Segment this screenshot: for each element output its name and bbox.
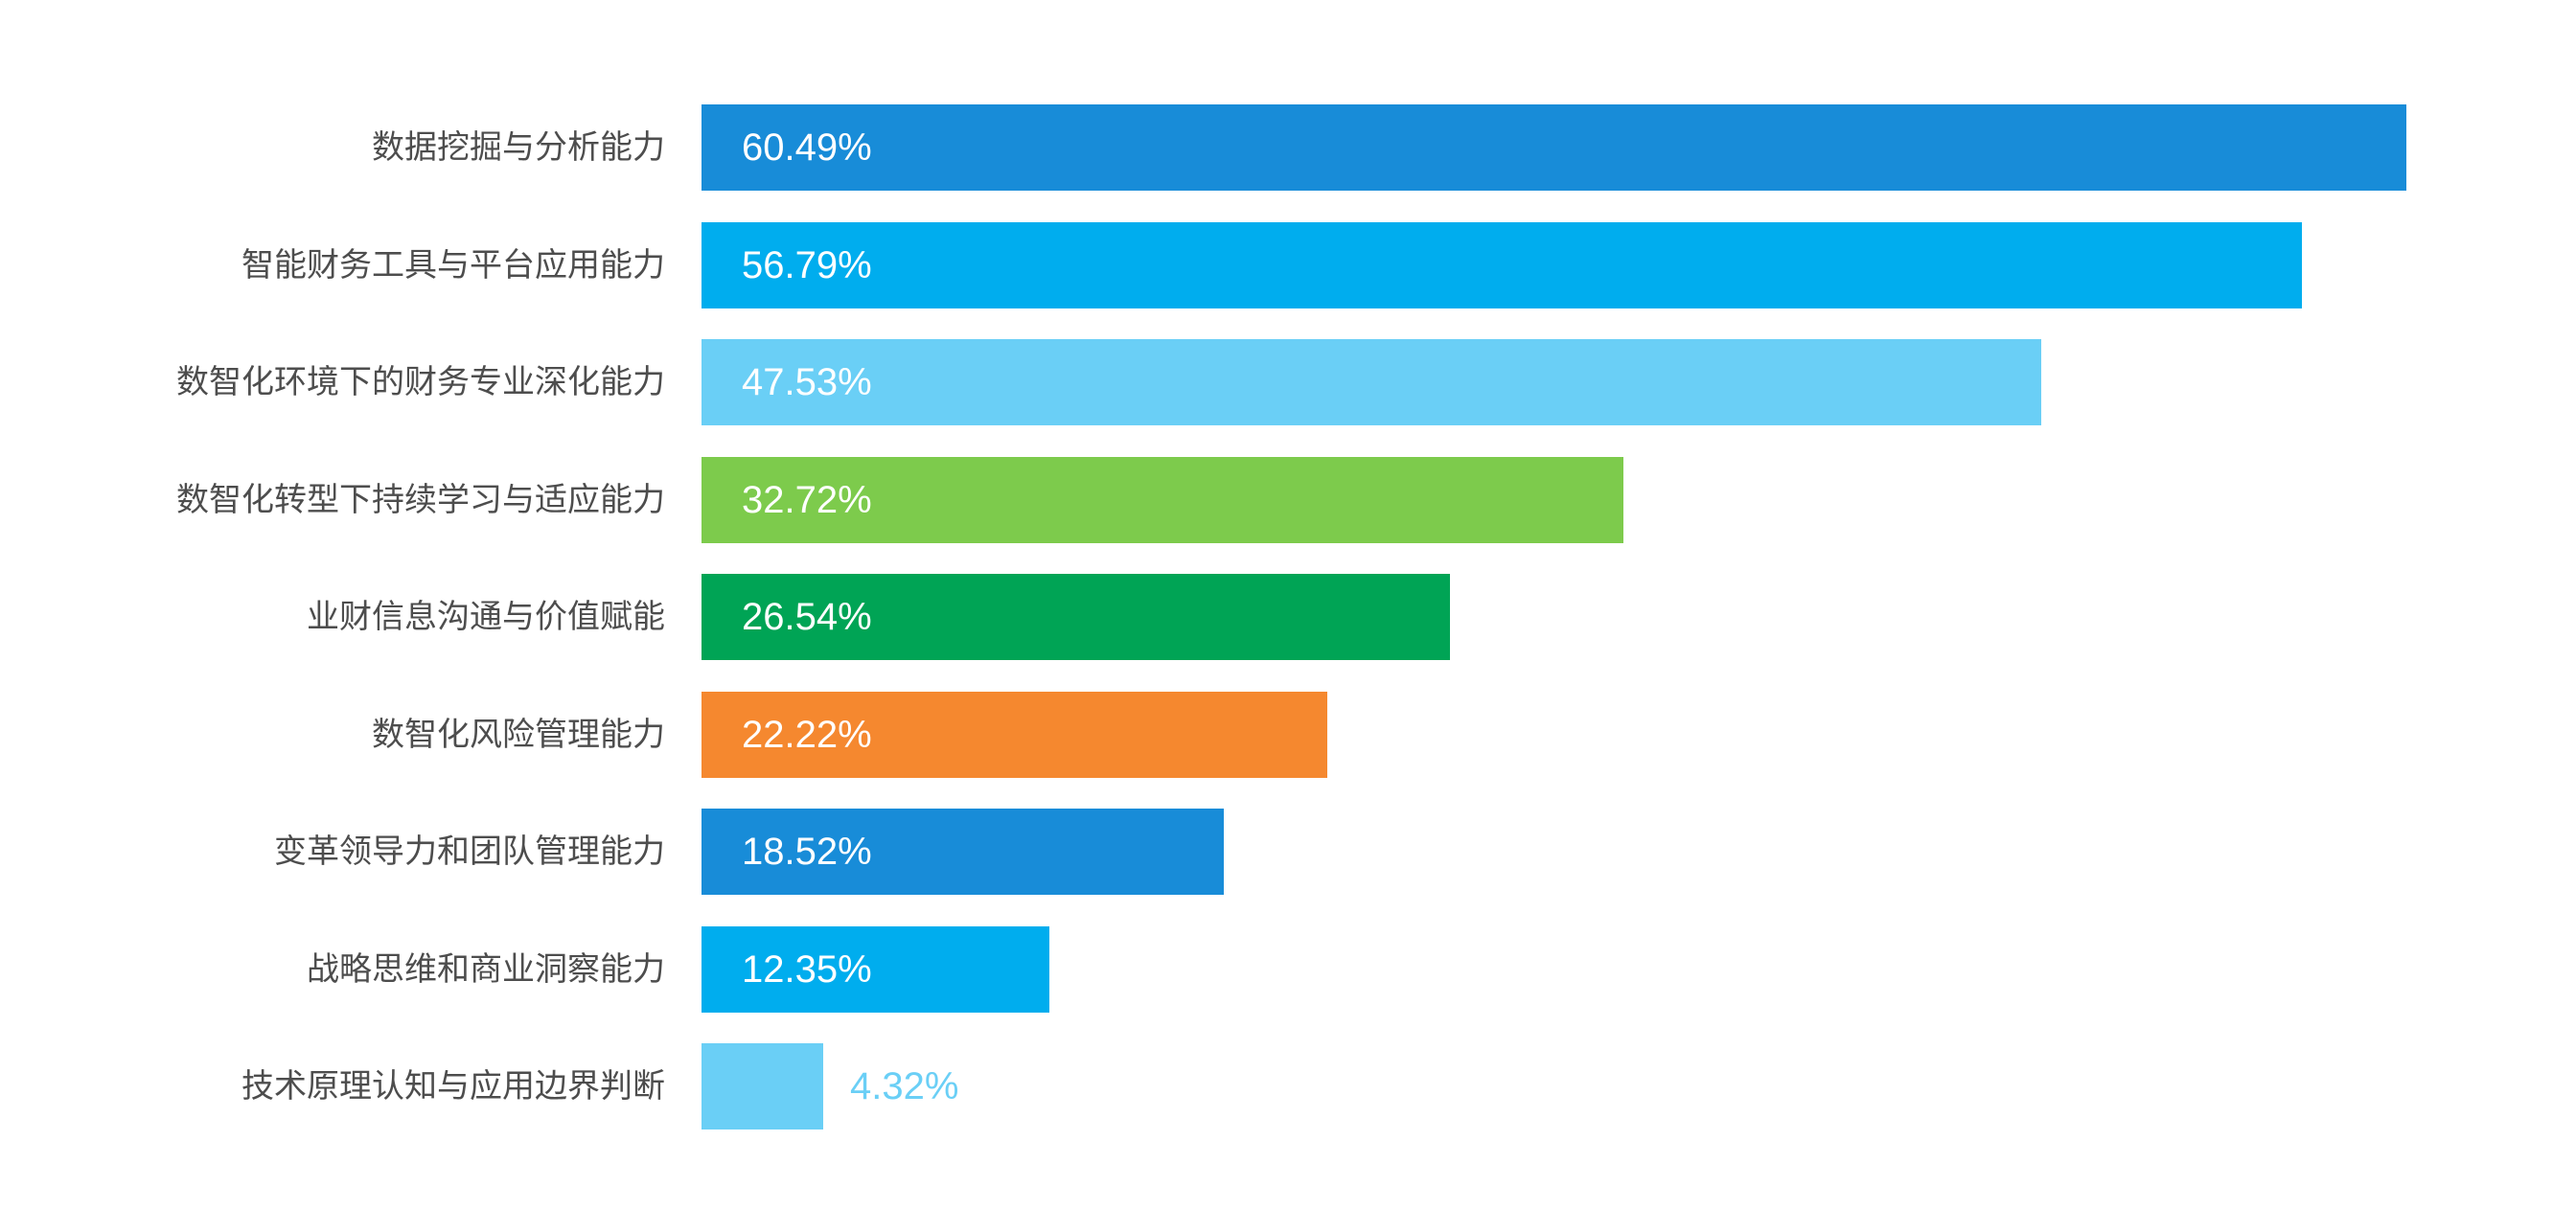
category-label: 数据挖掘与分析能力 [372, 129, 665, 166]
category-label: 智能财务工具与平台应用能力 [242, 247, 665, 284]
bar: 12.35% [702, 926, 1049, 1013]
category-label: 数智化风险管理能力 [372, 717, 665, 753]
bar: 22.22% [702, 692, 1327, 778]
bar-row: 数据挖掘与分析能力 60.49% [0, 104, 2576, 191]
bar-row: 数智化风险管理能力 22.22% [0, 692, 2576, 778]
category-label: 业财信息沟通与价值赋能 [307, 599, 665, 635]
bar-row: 技术原理认知与应用边界判断 4.32% [0, 1043, 2576, 1129]
value-label: 22.22% [742, 714, 872, 756]
category-label: 技术原理认知与应用边界判断 [242, 1068, 665, 1105]
category-label: 变革领导力和团队管理能力 [274, 833, 665, 870]
value-label: 47.53% [742, 361, 872, 403]
value-label: 56.79% [742, 244, 872, 286]
bar-row: 战略思维和商业洞察能力 12.35% [0, 926, 2576, 1013]
value-label: 26.54% [742, 596, 872, 638]
bar: 47.53% [702, 339, 2041, 425]
bar: 56.79% [702, 222, 2302, 308]
value-label: 12.35% [742, 948, 872, 991]
bar: 32.72% [702, 457, 1623, 543]
bar [702, 1043, 823, 1129]
value-label: 32.72% [742, 479, 872, 521]
bar-row: 业财信息沟通与价值赋能 26.54% [0, 574, 2576, 660]
bar-row: 数智化环境下的财务专业深化能力 47.53% [0, 339, 2576, 425]
category-label: 数智化转型下持续学习与适应能力 [176, 482, 665, 518]
value-label: 4.32% [850, 1065, 959, 1107]
bar: 26.54% [702, 574, 1450, 660]
category-label: 数智化环境下的财务专业深化能力 [176, 364, 665, 400]
bar: 18.52% [702, 809, 1224, 895]
bar-row: 智能财务工具与平台应用能力 56.79% [0, 222, 2576, 308]
bar-row: 变革领导力和团队管理能力 18.52% [0, 809, 2576, 895]
value-label: 60.49% [742, 126, 872, 169]
bar: 60.49% [702, 104, 2406, 191]
bar-row: 数智化转型下持续学习与适应能力 32.72% [0, 457, 2576, 543]
value-label: 18.52% [742, 831, 872, 873]
category-label: 战略思维和商业洞察能力 [307, 951, 665, 988]
